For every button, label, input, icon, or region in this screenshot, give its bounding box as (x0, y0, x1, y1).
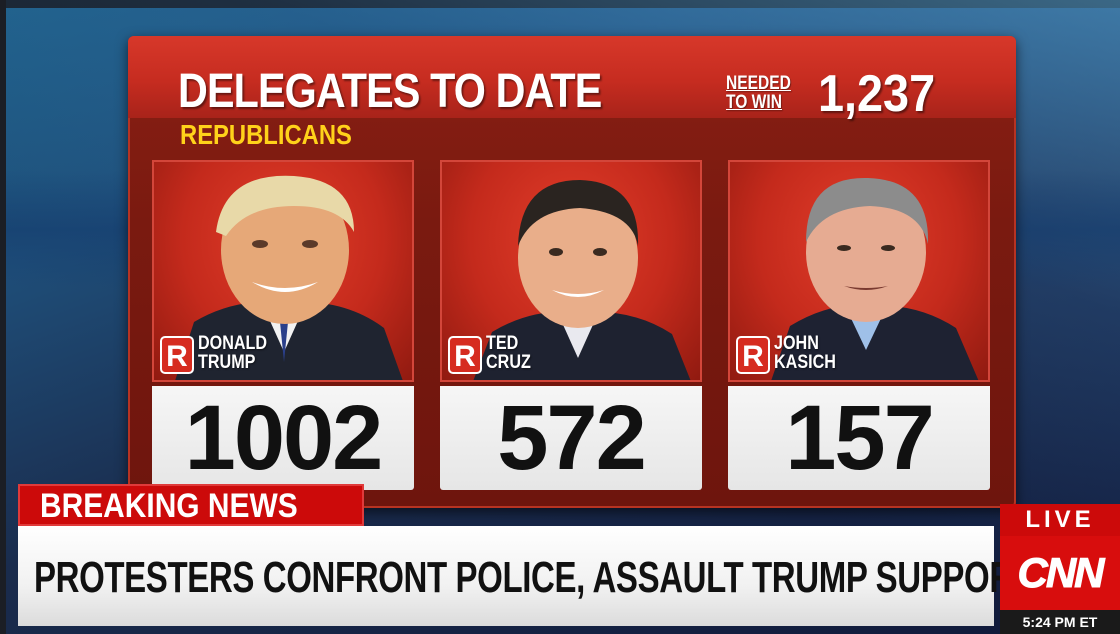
headline-ticker: PROTESTERS CONFRONT POLICE, ASSAULT TRUM… (18, 526, 1078, 626)
candidate-last-name: CRUZ (486, 352, 531, 373)
graphic-title: DELEGATES TO DATE (178, 65, 602, 118)
cnn-logo: CNN (1017, 549, 1105, 597)
candidate-first-name: JOHN (774, 333, 819, 354)
candidate-photo-cruz: R TED CRUZ (440, 160, 702, 382)
screen-bezel-left (0, 0, 6, 634)
candidate-photo-trump: R DONALD TRUMP (152, 160, 414, 382)
republican-badge: R (160, 336, 194, 374)
delegate-count: 1002 (152, 386, 414, 490)
candidate-card-kasich: R JOHN KASICH 157 (728, 160, 990, 490)
live-badge: LIVE (1000, 504, 1120, 536)
delegates-graphic: DELEGATES TO DATE REPUBLICANS NEEDED TO … (128, 36, 1016, 508)
headline-text: PROTESTERS CONFRONT POLICE, ASSAULT TRUM… (34, 553, 1078, 602)
republican-badge: R (448, 336, 482, 374)
candidate-first-name: DONALD (198, 333, 268, 354)
graphic-subtitle: REPUBLICANS (180, 119, 352, 150)
needed-to-win-label: NEEDED TO WIN (726, 74, 791, 112)
graphic-header (128, 36, 1016, 118)
candidate-last-name: TRUMP (198, 352, 256, 373)
delegate-count: 572 (440, 386, 702, 490)
needed-label-line2: TO WIN (726, 92, 782, 113)
candidate-card-cruz: R TED CRUZ 572 (440, 160, 702, 490)
candidate-name: DONALD TRUMP (198, 334, 267, 372)
candidate-last-name: KASICH (774, 352, 836, 373)
needed-label-line1: NEEDED (726, 73, 791, 94)
broadcast-time: 5:24 PM ET (1000, 610, 1120, 634)
needed-to-win-value: 1,237 (818, 65, 936, 123)
breaking-news-banner: BREAKING NEWS (18, 484, 364, 526)
republican-badge: R (736, 336, 770, 374)
delegate-count: 157 (728, 386, 990, 490)
candidate-first-name: TED (486, 333, 519, 354)
candidate-photo-kasich: R JOHN KASICH (728, 160, 990, 382)
network-logo-box: CNN (1000, 536, 1120, 610)
candidate-name: JOHN KASICH (774, 334, 836, 372)
candidate-card-trump: R DONALD TRUMP 1002 (152, 160, 414, 490)
candidate-name: TED CRUZ (486, 334, 531, 372)
breaking-news-label: BREAKING NEWS (40, 487, 298, 525)
